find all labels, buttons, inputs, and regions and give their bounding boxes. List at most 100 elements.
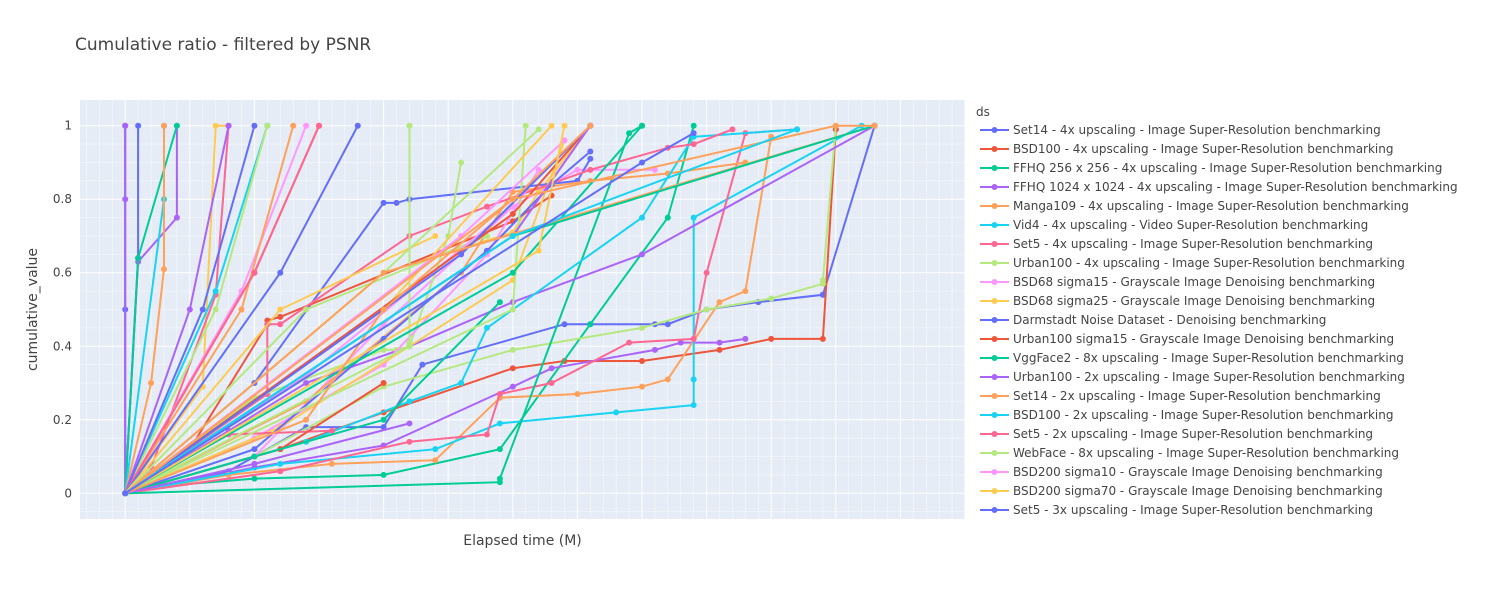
data-point [160, 266, 167, 273]
data-point [522, 122, 529, 129]
legend-item[interactable]: Set5 - 4x upscaling - Image Super-Resolu… [980, 237, 1373, 251]
data-point [587, 122, 594, 129]
legend-label: BSD68 sigma25 - Grayscale Image Denoisin… [1013, 294, 1375, 308]
data-point [690, 214, 697, 221]
data-point [316, 122, 323, 129]
series-line [124, 128, 733, 495]
data-point [212, 306, 219, 313]
legend-item[interactable]: BSD200 sigma10 - Grayscale Image Denoisi… [980, 465, 1383, 479]
data-point [832, 122, 839, 129]
data-point [251, 269, 258, 276]
data-point [135, 122, 142, 129]
data-point [380, 199, 387, 206]
legend-item[interactable]: FFHQ 256 x 256 - 4x upscaling - Image Su… [980, 161, 1442, 175]
y-tick-label: 0.2 [53, 413, 72, 427]
data-point [483, 431, 490, 438]
data-point [277, 313, 284, 320]
legend-item[interactable]: WebFace - 8x upscaling - Image Super-Res… [980, 446, 1399, 460]
data-point [173, 214, 180, 221]
legend-item[interactable]: Darmstadt Noise Dataset - Denoising benc… [980, 313, 1326, 327]
data-point [509, 365, 516, 372]
legend-item[interactable]: Urban100 - 4x upscaling - Image Super-Re… [980, 256, 1405, 270]
data-point [496, 475, 503, 482]
legend-item[interactable]: Urban100 sigma15 - Grayscale Image Denoi… [980, 332, 1394, 346]
data-point [303, 306, 310, 313]
data-point [212, 122, 219, 129]
data-point [548, 365, 555, 372]
data-point [742, 288, 749, 295]
data-point [380, 471, 387, 478]
data-point [664, 376, 671, 383]
data-point [303, 380, 310, 387]
data-point [509, 210, 516, 217]
legend-item[interactable]: Set14 - 2x upscaling - Image Super-Resol… [980, 389, 1381, 403]
data-point [277, 306, 284, 313]
legend-label: Urban100 - 4x upscaling - Image Super-Re… [1013, 256, 1405, 270]
legend-item[interactable]: VggFace2 - 8x upscaling - Image Super-Re… [980, 351, 1404, 365]
data-point [238, 306, 245, 313]
legend-swatch-marker [991, 203, 998, 209]
data-point [639, 251, 646, 258]
legend-swatch-marker [991, 450, 998, 456]
data-point [768, 335, 775, 342]
legend-item[interactable]: Manga109 - 4x upscaling - Image Super-Re… [980, 199, 1409, 213]
series-line [124, 124, 229, 494]
legend-swatch-marker [991, 393, 998, 399]
legend-label: FFHQ 256 x 256 - 4x upscaling - Image Su… [1013, 161, 1442, 175]
data-point [664, 321, 671, 328]
data-point [509, 346, 516, 353]
data-point [548, 122, 555, 129]
data-point [690, 376, 697, 383]
data-point [690, 335, 697, 342]
legend-label: Set5 - 3x upscaling - Image Super-Resolu… [1013, 503, 1373, 517]
legend-item[interactable]: Set5 - 2x upscaling - Image Super-Resolu… [980, 427, 1373, 441]
legend-swatch-marker [991, 507, 998, 513]
legend-label: Darmstadt Noise Dataset - Denoising benc… [1013, 313, 1326, 327]
data-point [122, 196, 129, 203]
series-56 [122, 122, 568, 497]
data-point [380, 306, 387, 313]
data-point [380, 416, 387, 423]
data-point [380, 380, 387, 387]
data-point [277, 468, 284, 475]
data-point [212, 288, 219, 295]
legend-items: Set14 - 4x upscaling - Image Super-Resol… [980, 123, 1458, 517]
legend-item[interactable]: BSD100 - 2x upscaling - Image Super-Reso… [980, 408, 1394, 422]
data-point [328, 460, 335, 467]
data-point [574, 166, 581, 173]
data-point [509, 269, 516, 276]
legend-label: Set5 - 4x upscaling - Image Super-Resolu… [1013, 237, 1373, 251]
legend-item[interactable]: Urban100 - 2x upscaling - Image Super-Re… [980, 370, 1405, 384]
legend-label: BSD200 sigma70 - Grayscale Image Denoisi… [1013, 484, 1383, 498]
data-point [496, 391, 503, 398]
legend-item[interactable]: Vid4 - 4x upscaling - Video Super-Resolu… [980, 218, 1368, 232]
data-point [651, 166, 658, 173]
legend-item[interactable]: BSD100 - 4x upscaling - Image Super-Reso… [980, 142, 1394, 156]
data-point [122, 122, 129, 129]
legend-item[interactable]: FFHQ 1024 x 1024 - 4x upscaling - Image … [980, 180, 1458, 194]
data-point [483, 203, 490, 210]
legend-item[interactable]: Set5 - 3x upscaling - Image Super-Resolu… [980, 503, 1373, 517]
data-point [819, 291, 826, 298]
data-point [703, 269, 710, 276]
series-16 [122, 126, 736, 497]
data-point [122, 490, 129, 497]
legend-swatch-marker [991, 165, 998, 171]
data-point [458, 251, 465, 258]
legend-item[interactable]: BSD68 sigma25 - Grayscale Image Denoisin… [980, 294, 1375, 308]
data-point [277, 460, 284, 467]
data-point [148, 380, 155, 387]
legend-swatch-marker [991, 488, 998, 494]
legend-item[interactable]: BSD68 sigma15 - Grayscale Image Denoisin… [980, 275, 1375, 289]
legend-swatch-marker [991, 374, 998, 380]
legend-item[interactable]: BSD200 sigma70 - Grayscale Image Denoisi… [980, 484, 1383, 498]
legend-label: BSD100 - 4x upscaling - Image Super-Reso… [1013, 142, 1394, 156]
data-point [716, 299, 723, 306]
legend-swatch-marker [991, 279, 998, 285]
y-tick-labels: 0 0.2 0.4 0.6 0.8 1 [53, 119, 72, 501]
legend-swatch-marker [991, 260, 998, 266]
legend-item[interactable]: Set14 - 4x upscaling - Image Super-Resol… [980, 123, 1381, 137]
data-point [354, 122, 361, 129]
data-point [626, 339, 633, 346]
